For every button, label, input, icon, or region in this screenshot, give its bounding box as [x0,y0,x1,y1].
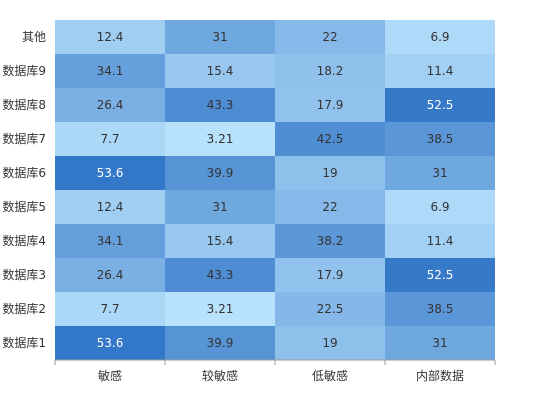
cell-value-label: 15.4 [207,64,234,78]
heatmap-cell [275,224,385,258]
cell-value-label: 6.9 [430,30,449,44]
cell-value-label: 17.9 [317,268,344,282]
cell-value-label: 12.4 [97,30,124,44]
y-tick-label: 其他 [22,30,46,44]
y-tick-label: 数据库4 [2,233,46,248]
heatmap-cell [55,156,165,190]
cell-value-label: 38.5 [427,132,454,146]
cell-value-label: 43.3 [207,268,234,282]
y-tick-label: 数据库3 [2,267,46,282]
cell-value-label: 19 [322,166,337,180]
cell-value-label: 34.1 [97,64,124,78]
cell-value-label: 52.5 [427,268,454,282]
cell-value-label: 42.5 [317,132,344,146]
heatmap-cell [165,20,275,54]
heatmap-cell [165,326,275,360]
heatmap-cell [55,54,165,88]
heatmap-cell [165,122,275,156]
heatmap-cell [385,292,495,326]
cell-value-label: 38.2 [317,234,344,248]
cell-value-label: 22.5 [317,302,344,316]
x-tick-label: 内部数据 [416,368,464,383]
heatmap-cell [55,224,165,258]
cell-value-label: 11.4 [427,64,454,78]
x-tick-label: 敏感 [98,368,122,383]
cell-value-label: 31 [432,166,447,180]
cell-value-label: 22 [322,30,337,44]
heatmap-cell [165,224,275,258]
heatmap-cell [55,20,165,54]
cell-value-label: 52.5 [427,98,454,112]
y-tick-label: 数据库6 [2,165,46,180]
heatmap-cell [165,156,275,190]
cell-value-label: 31 [212,30,227,44]
cell-value-label: 34.1 [97,234,124,248]
heatmap-cell [55,88,165,122]
cell-value-label: 22 [322,200,337,214]
y-tick-label: 数据库8 [2,97,46,112]
heatmap-cell [275,122,385,156]
heatmap-cell [385,20,495,54]
cell-value-label: 3.21 [207,132,234,146]
heatmap-cell [385,88,495,122]
heatmap-cell [275,190,385,224]
heatmap-cell [55,258,165,292]
heatmap-cell [385,156,495,190]
heatmap-cell [275,292,385,326]
heatmap-cell [55,122,165,156]
heatmap-cell [165,292,275,326]
cell-value-label: 15.4 [207,234,234,248]
heatmap-cell [385,122,495,156]
cell-value-label: 19 [322,336,337,350]
cell-value-label: 31 [432,336,447,350]
heatmap-cell [55,190,165,224]
cell-value-label: 53.6 [97,336,124,350]
cell-value-label: 38.5 [427,302,454,316]
cell-value-label: 3.21 [207,302,234,316]
y-tick-label: 数据库7 [2,131,46,146]
cell-value-label: 26.4 [97,98,124,112]
heatmap-cell [165,258,275,292]
y-tick-label: 数据库1 [2,335,46,350]
cell-value-label: 53.6 [97,166,124,180]
heatmap-cell [385,326,495,360]
y-tick-label: 数据库5 [2,199,46,214]
y-tick-label: 数据库2 [2,301,46,316]
heatmap-cell [165,54,275,88]
heatmap-cell [165,88,275,122]
heatmap-cell [165,190,275,224]
cell-value-label: 31 [212,200,227,214]
heatmap-cell [55,292,165,326]
heatmap-cell [275,156,385,190]
cell-value-label: 12.4 [97,200,124,214]
x-tick-label: 低敏感 [312,368,348,383]
cell-value-label: 39.9 [207,336,234,350]
x-axis: 敏感 较敏感 低敏感 内部数据 [54,359,496,383]
y-tick-label: 数据库9 [2,63,46,78]
heatmap-cells: 12.4 31 22 6.9 34.1 15.4 18.2 11.4 26.4 43.3 17.9 5… [55,20,495,360]
cell-value-label: 17.9 [317,98,344,112]
cell-value-label: 18.2 [317,64,344,78]
heatmap-cell [385,224,495,258]
x-tick-label: 较敏感 [202,368,238,383]
cell-value-label: 43.3 [207,98,234,112]
cell-value-label: 11.4 [427,234,454,248]
heatmap-cell [275,20,385,54]
cell-value-label: 7.7 [100,302,119,316]
heatmap-cell [385,190,495,224]
heatmap-cell [275,88,385,122]
heatmap-cell [275,258,385,292]
cell-value-label: 39.9 [207,166,234,180]
cell-value-label: 7.7 [100,132,119,146]
heatmap-cell [275,326,385,360]
heatmap-cell [385,54,495,88]
heatmap-cell [275,54,385,88]
cell-value-label: 6.9 [430,200,449,214]
heatmap-cell [385,258,495,292]
heatmap-cell [55,326,165,360]
cell-value-label: 26.4 [97,268,124,282]
